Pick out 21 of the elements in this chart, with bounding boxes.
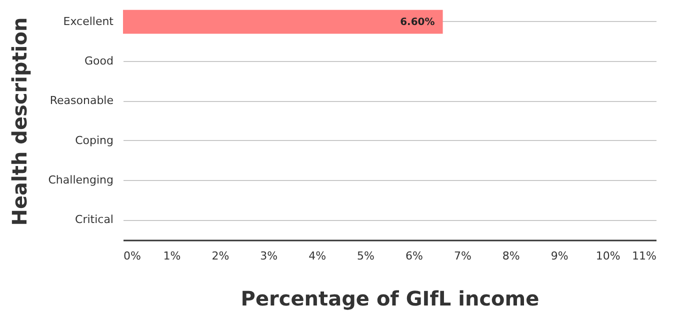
x-tick-label: 0% <box>124 250 141 262</box>
x-tick-label: 7% <box>454 250 472 262</box>
x-tick-label: 9% <box>550 250 568 262</box>
x-tick-label: 11% <box>632 250 656 262</box>
x-tick-label: 10% <box>596 250 620 262</box>
y-tick-label: Coping <box>75 134 114 147</box>
y-tick-label: Good <box>84 54 114 68</box>
x-tick-label: 5% <box>357 250 374 262</box>
y-tick-label: Excellent <box>63 14 114 28</box>
data-label: 6.60% <box>400 16 435 28</box>
x-axis-title: Percentage of GIfL income <box>240 286 540 310</box>
x-tick-label: 2% <box>212 250 230 262</box>
x-tick-label: 8% <box>502 250 520 262</box>
y-axis-title: Health description <box>7 17 32 226</box>
x-tick-label: 3% <box>260 250 278 262</box>
y-tick-label: Reasonable <box>50 94 114 108</box>
x-tick-label: 1% <box>163 250 181 262</box>
y-tick-label: Challenging <box>48 174 114 186</box>
y-tick-label: Critical <box>75 213 114 226</box>
x-tick-label: 4% <box>308 250 326 262</box>
x-tick-label: 6% <box>406 250 423 262</box>
